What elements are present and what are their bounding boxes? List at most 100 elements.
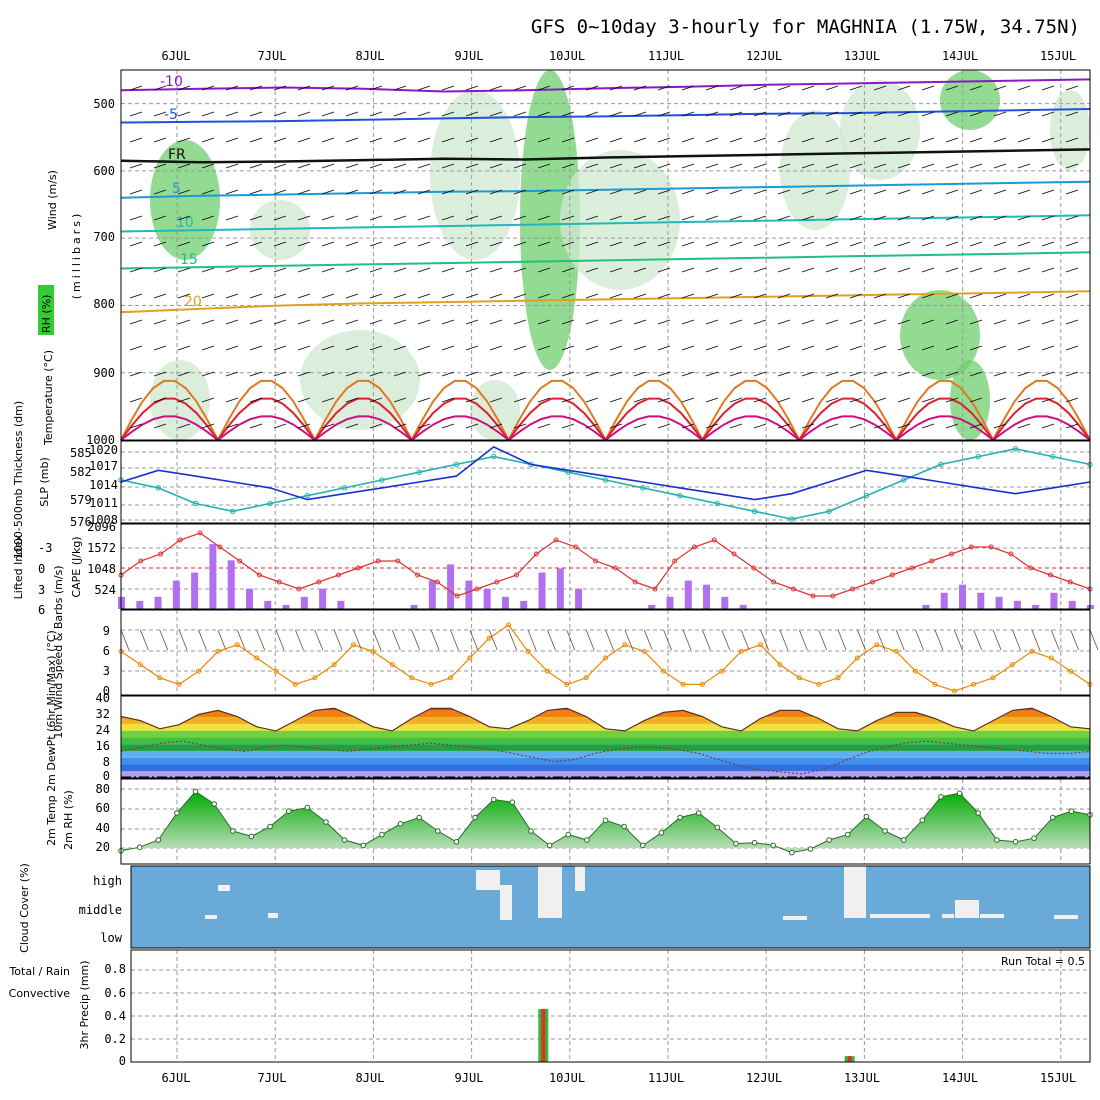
wind10m-point [389,662,395,668]
li-point [612,565,618,571]
wind-barb [129,137,143,143]
wind-barb [585,423,599,429]
wind-barb [753,293,767,299]
wind-barb [1041,293,1055,299]
wind-barb [873,189,887,195]
wind-barb [441,293,455,299]
wind-barb [729,371,743,377]
wind-barb [153,85,167,91]
wind-barb [633,293,647,299]
thickness-point [416,469,422,475]
wind10m-point [661,668,667,674]
wind-barb [897,293,911,299]
wind-barb [945,241,959,247]
wind-barb [297,267,311,273]
li-point [711,537,717,543]
wind10m-barb [178,629,188,651]
wind-barb [1017,267,1031,273]
wind-barb [129,163,143,169]
rh-point [994,837,1000,843]
wind-barb [393,163,407,169]
wind-barb [801,111,815,117]
wind-barb [153,163,167,169]
wind-barb [345,111,359,117]
cape-bar [501,596,509,609]
wind-barb [417,423,431,429]
li-point [316,579,322,585]
wind-barb [585,345,599,351]
temp-tick: 40 [96,691,110,705]
wind-barb [249,371,263,377]
wind-barb [441,397,455,403]
wind10m-barb [740,629,750,651]
wind-barb [1017,163,1031,169]
rh-shade [780,110,850,230]
bottom-date-label: 14JUL [942,1071,978,1085]
wind-barb [513,423,527,429]
wind-barb [993,319,1007,325]
rh-point [397,821,404,827]
wind-barb [633,241,647,247]
wind-barb [321,267,335,273]
wind10m-axis-label: 10m Wind Speed & Barbs (m/s) [52,565,65,738]
cloud-cell [268,913,278,918]
wind-barb [273,111,287,117]
wind10m-barb [605,629,614,651]
wind-barb [177,85,191,91]
wind-barb [729,111,743,117]
thickness-point [975,453,981,460]
wind-barb [729,215,743,221]
li-point [810,593,816,599]
wind-barb [321,111,335,117]
li-tick: 0 [38,562,45,576]
wind-barb [417,85,431,91]
cape-bar [1032,604,1040,609]
wind-barb [513,137,527,143]
wind-barb [1017,241,1031,247]
thickness-point [341,485,348,491]
rh-legend-swatch [38,285,54,335]
wind-barb [249,137,263,143]
thickness-point [304,492,311,499]
li-point [296,586,302,592]
wind-barb [1041,267,1055,273]
wind-barb [825,137,839,143]
wind-barb [153,345,167,351]
wind-barb [753,111,767,117]
slp-tick: 1011 [89,496,118,510]
wind-barb [585,293,599,299]
wind-barb [273,371,287,377]
slp-tick: 1020 [89,443,118,457]
wind-barb [1065,85,1079,91]
wind-barb [705,293,719,299]
wind-barb [585,267,599,273]
wind-barb [1017,423,1031,429]
wind-barb [465,267,479,273]
wind-barb [849,397,863,403]
wind-barb [897,267,911,273]
cloud-level-low: low [100,931,122,945]
wind-barb [489,137,503,143]
wind-barb [1065,111,1079,117]
wind-barb [537,371,551,377]
wind-barb [969,293,983,299]
wind-barb [657,345,671,351]
wind-barb [801,319,815,325]
wind-barb [801,293,815,299]
wind-barb [441,345,455,351]
wind-barb [897,371,911,377]
wind-barb [465,111,479,117]
wind-barb [801,397,815,403]
top-date-label: 10JUL [549,49,585,63]
wind-barb [369,371,383,377]
wind10m-frame [120,609,1091,696]
wind-barb [681,267,695,273]
wind-barb [321,293,335,299]
thickness-point [379,477,385,483]
wind10m-point [196,668,202,674]
wind-barb [729,345,743,351]
thickness-slp-panel: 585 582 579 576 1020 1017 1014 1011 1008… [12,401,1093,559]
wind-barb [225,111,239,117]
wind-barb [921,241,935,247]
